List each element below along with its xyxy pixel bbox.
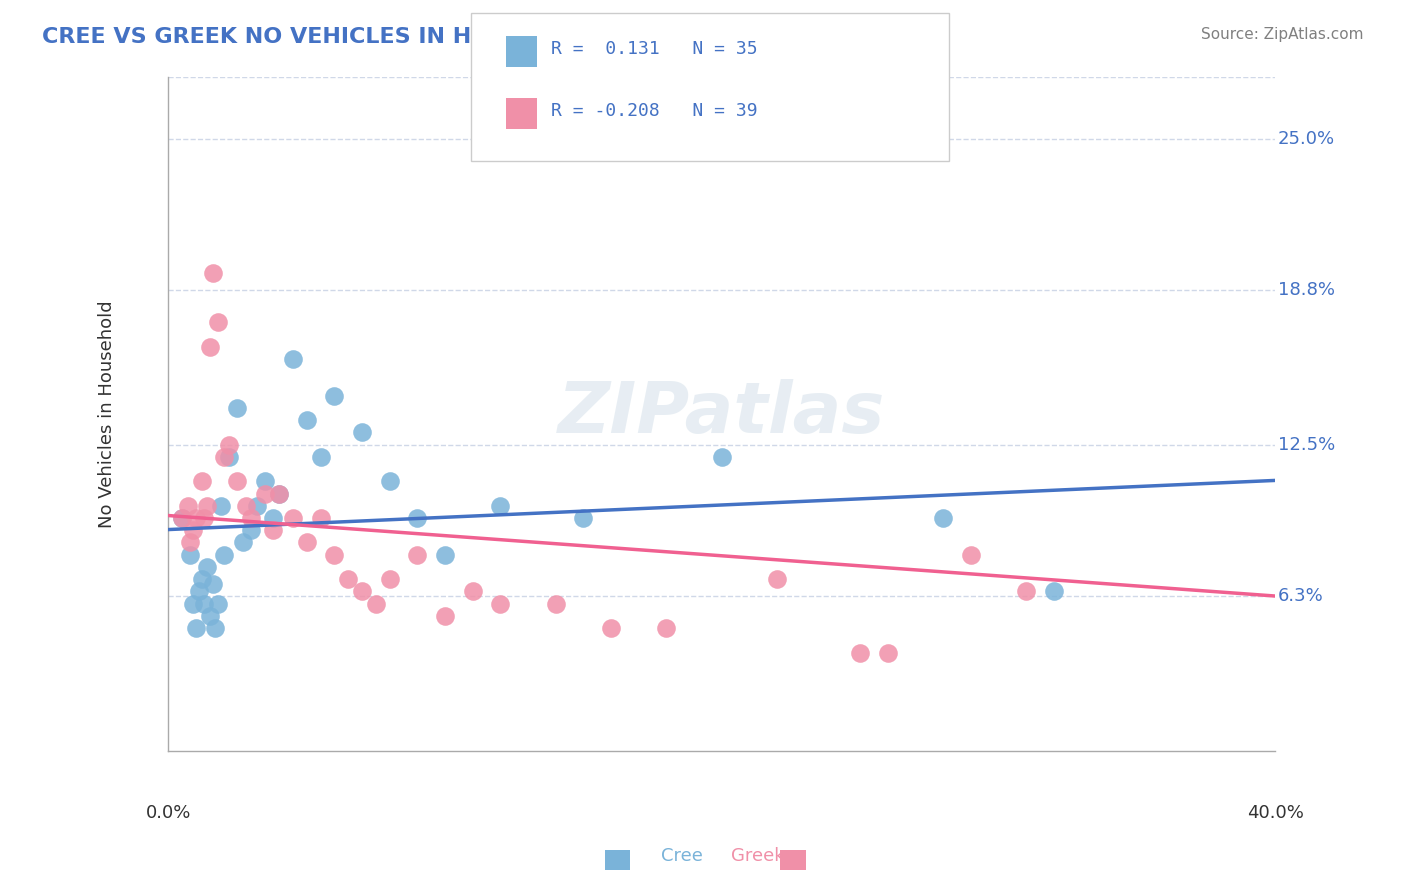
Point (876, 646, 898, 660)
Point (295, 413, 318, 427)
Point (489, 499, 512, 513)
Point (226, 475, 249, 489)
Text: 12.5%: 12.5% (1278, 435, 1334, 453)
Point (544, 597, 567, 611)
Point (240, 523, 263, 537)
Point (207, 597, 229, 611)
Text: Greeks: Greeks (731, 847, 794, 865)
Point (323, 548, 346, 562)
Point (295, 535, 318, 549)
Point (254, 486, 277, 500)
Point (195, 499, 218, 513)
Point (179, 548, 201, 562)
Point (267, 486, 290, 500)
Point (195, 560, 218, 574)
Point (193, 597, 215, 611)
Point (323, 389, 346, 403)
Point (600, 621, 623, 635)
Point (766, 572, 789, 586)
Text: 6.3%: 6.3% (1278, 587, 1323, 606)
Point (212, 450, 235, 464)
Point (378, 475, 401, 489)
Point (226, 401, 249, 415)
Point (309, 511, 332, 525)
Point (281, 511, 304, 525)
Point (489, 597, 512, 611)
Point (190, 572, 212, 586)
Point (350, 584, 373, 599)
Point (232, 535, 254, 549)
Point (267, 486, 290, 500)
Point (655, 621, 678, 635)
Point (849, 646, 872, 660)
Text: 0.0%: 0.0% (146, 805, 191, 822)
Point (184, 511, 207, 525)
Point (406, 511, 429, 525)
Point (212, 548, 235, 562)
Point (434, 548, 457, 562)
Text: No Vehicles in Household: No Vehicles in Household (98, 301, 117, 528)
Text: R =  0.131   N = 35: R = 0.131 N = 35 (551, 40, 758, 58)
Text: 18.8%: 18.8% (1278, 281, 1334, 300)
Point (181, 523, 204, 537)
Point (364, 597, 387, 611)
Point (240, 511, 263, 525)
Point (201, 577, 224, 591)
Point (218, 437, 240, 451)
Point (378, 572, 401, 586)
Point (461, 584, 484, 599)
Point (218, 450, 240, 464)
Point (960, 548, 983, 562)
Point (209, 499, 232, 513)
Point (281, 351, 304, 366)
Point (235, 499, 257, 513)
Point (190, 475, 212, 489)
Text: Source: ZipAtlas.com: Source: ZipAtlas.com (1201, 27, 1364, 42)
Point (198, 340, 221, 354)
Point (176, 499, 198, 513)
Point (434, 608, 457, 623)
Point (198, 608, 221, 623)
Point (254, 475, 277, 489)
Text: R = -0.208   N = 39: R = -0.208 N = 39 (551, 103, 758, 120)
Point (172, 511, 194, 525)
Point (932, 511, 955, 525)
Text: CREE VS GREEK NO VEHICLES IN HOUSEHOLD CORRELATION CHART: CREE VS GREEK NO VEHICLES IN HOUSEHOLD C… (42, 27, 883, 46)
Point (572, 511, 595, 525)
Point (262, 511, 284, 525)
Point (184, 621, 207, 635)
Point (1015, 584, 1038, 599)
Text: ZIPatlas: ZIPatlas (558, 379, 886, 449)
Text: 25.0%: 25.0% (1278, 129, 1334, 148)
Point (201, 266, 224, 280)
Point (1043, 584, 1066, 599)
Text: Cree: Cree (661, 847, 703, 865)
Point (179, 535, 201, 549)
Point (187, 584, 209, 599)
Point (406, 548, 429, 562)
Point (181, 597, 204, 611)
Point (172, 511, 194, 525)
Point (193, 511, 215, 525)
Point (246, 499, 269, 513)
Point (262, 523, 284, 537)
Point (350, 425, 373, 440)
Point (337, 572, 360, 586)
Text: 40.0%: 40.0% (1247, 805, 1303, 822)
Point (309, 450, 332, 464)
Point (204, 621, 226, 635)
Point (207, 315, 229, 329)
Point (710, 450, 733, 464)
